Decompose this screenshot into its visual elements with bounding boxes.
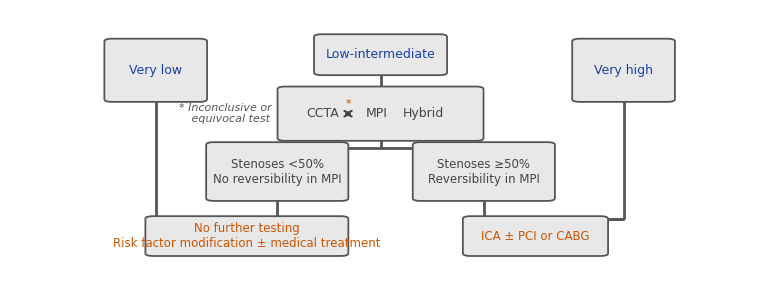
Text: Stenoses ≥50%
Reversibility in MPI: Stenoses ≥50% Reversibility in MPI xyxy=(428,158,539,186)
Text: No further testing
Risk factor modification ± medical treatment: No further testing Risk factor modificat… xyxy=(113,222,380,250)
Text: Hybrid: Hybrid xyxy=(402,107,444,120)
FancyBboxPatch shape xyxy=(145,216,348,256)
FancyBboxPatch shape xyxy=(463,216,608,256)
Text: Very low: Very low xyxy=(129,64,183,77)
Text: MPI: MPI xyxy=(365,107,387,120)
FancyBboxPatch shape xyxy=(572,39,675,102)
Text: Very high: Very high xyxy=(594,64,653,77)
Text: *: * xyxy=(346,99,351,109)
FancyBboxPatch shape xyxy=(278,86,484,141)
Text: ICA ± PCI or CABG: ICA ± PCI or CABG xyxy=(481,229,590,242)
Text: Stenoses <50%
No reversibility in MPI: Stenoses <50% No reversibility in MPI xyxy=(213,158,342,186)
FancyBboxPatch shape xyxy=(104,39,207,102)
Text: CCTA: CCTA xyxy=(307,107,339,120)
Text: * Inconclusive or
   equivocal test: * Inconclusive or equivocal test xyxy=(180,103,272,125)
FancyBboxPatch shape xyxy=(412,142,555,201)
Text: Low-intermediate: Low-intermediate xyxy=(325,48,435,61)
FancyBboxPatch shape xyxy=(314,34,447,75)
FancyBboxPatch shape xyxy=(206,142,348,201)
